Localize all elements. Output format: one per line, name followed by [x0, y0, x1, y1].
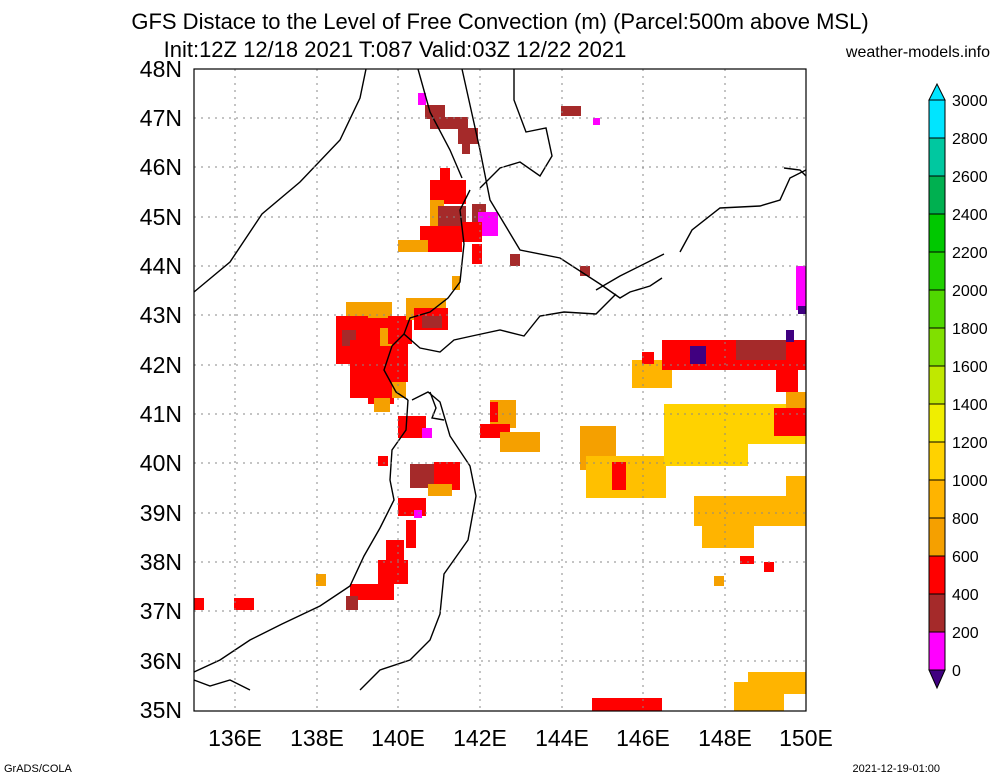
lat-label: 46N	[140, 154, 182, 180]
map-frame	[193, 68, 807, 712]
colorbar-segment	[928, 175, 946, 215]
lon-label: 150E	[779, 725, 833, 751]
site-credit: weather-models.info	[845, 44, 990, 61]
lon-label: 138E	[290, 725, 344, 751]
lon-label: 144E	[535, 725, 589, 751]
colorbar-label: 600	[952, 549, 979, 566]
lon-label: 148E	[698, 725, 752, 751]
colorbar-label: 800	[952, 511, 979, 528]
colorbar-segment	[928, 289, 946, 329]
colorbar-label: 2000	[952, 283, 988, 300]
software-credit: GrADS/COLA	[4, 763, 72, 775]
colorbar-segment	[928, 517, 946, 557]
lat-label: 36N	[140, 648, 182, 674]
lat-label: 41N	[140, 401, 182, 427]
lon-label: 146E	[616, 725, 670, 751]
colorbar-label: 2800	[952, 131, 988, 148]
lat-label: 39N	[140, 500, 182, 526]
colorbar: 3000 2800 2600 2400 2200 2000 1800 1600 …	[928, 82, 988, 690]
colorbar-segment	[928, 137, 946, 177]
colorbar-segment	[928, 479, 946, 519]
colorbar-segment	[928, 365, 946, 405]
colorbar-segment	[928, 593, 946, 633]
generation-timestamp: 2021-12-19-01:00	[852, 763, 940, 775]
map-subtitle: Init:12Z 12/18 2021 T:087 Valid:03Z 12/2…	[163, 37, 627, 62]
lat-label: 40N	[140, 450, 182, 476]
lat-label: 47N	[140, 105, 182, 131]
convection-fields	[194, 69, 806, 711]
colorbar-label: 1400	[952, 397, 988, 414]
longitude-labels: 136E 138E 140E 142E 144E 146E 148E 150E	[208, 725, 833, 751]
map-title: GFS Distace to the Level of Free Convect…	[131, 9, 869, 34]
lat-label: 45N	[140, 204, 182, 230]
colorbar-bottom-arrow	[928, 669, 946, 690]
colorbar-segment	[928, 441, 946, 481]
colorbar-segment	[928, 251, 946, 291]
colorbar-top-arrow	[928, 82, 946, 101]
colorbar-label: 1800	[952, 321, 988, 338]
colorbar-segment	[928, 327, 946, 367]
latitude-labels: 48N 47N 46N 45N 44N 43N 42N 41N 40N 39N …	[140, 56, 182, 723]
lat-label: 35N	[140, 697, 182, 723]
colorbar-label: 2200	[952, 245, 988, 262]
colorbar-label: 2400	[952, 207, 988, 224]
colorbar-label: 1000	[952, 473, 988, 490]
lat-label: 38N	[140, 549, 182, 575]
lat-label: 43N	[140, 302, 182, 328]
colorbar-label: 1200	[952, 435, 988, 452]
colorbar-label: 400	[952, 587, 979, 604]
colorbar-segment	[928, 403, 946, 443]
colorbar-segment	[928, 631, 946, 671]
map-grid	[194, 69, 806, 711]
colorbar-label: 0	[952, 663, 961, 680]
colorbar-label: 3000	[952, 93, 988, 110]
lon-label: 142E	[453, 725, 507, 751]
lon-label: 140E	[371, 725, 425, 751]
colorbar-labels: 3000 2800 2600 2400 2200 2000 1800 1600 …	[952, 93, 988, 680]
lat-label: 42N	[140, 352, 182, 378]
lon-label: 136E	[208, 725, 262, 751]
lat-label: 44N	[140, 253, 182, 279]
colorbar-segment	[928, 213, 946, 253]
lat-label: 37N	[140, 598, 182, 624]
colorbar-label: 200	[952, 625, 979, 642]
lat-label: 48N	[140, 56, 182, 82]
colorbar-label: 1600	[952, 359, 988, 376]
colorbar-segment	[928, 99, 946, 139]
colorbar-segment	[928, 555, 946, 595]
colorbar-label: 2600	[952, 169, 988, 186]
